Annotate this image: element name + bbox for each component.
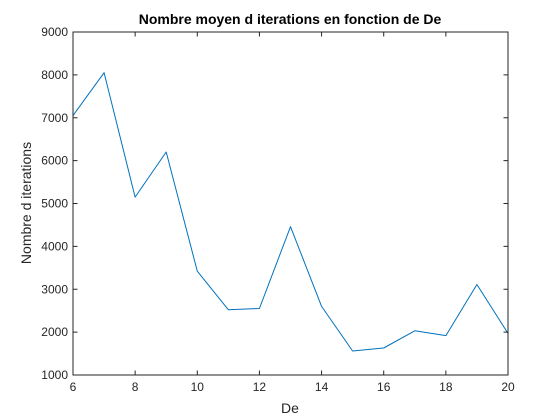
x-tick-label: 14 bbox=[315, 380, 329, 394]
y-axis-label: Nombre d iterations bbox=[18, 142, 34, 264]
y-tick-label: 6000 bbox=[41, 154, 68, 168]
x-axis-ticks: 6 8 10 12 14 16 18 20 bbox=[70, 32, 515, 394]
y-tick-label: 4000 bbox=[41, 239, 68, 253]
chart-title: Nombre moyen d iterations en fonction de… bbox=[139, 11, 442, 27]
y-tick-label: 1000 bbox=[41, 368, 68, 382]
series-line bbox=[72, 72, 509, 352]
x-tick-label: 12 bbox=[253, 380, 267, 394]
plot-background bbox=[73, 32, 508, 375]
x-tick-label: 10 bbox=[191, 380, 205, 394]
y-tick-label: 9000 bbox=[41, 25, 68, 39]
x-tick-label: 20 bbox=[501, 380, 515, 394]
y-tick-label: 2000 bbox=[41, 325, 68, 339]
series-layer bbox=[72, 72, 509, 352]
y-tick-label: 5000 bbox=[41, 197, 68, 211]
x-tick-label: 8 bbox=[132, 380, 139, 394]
y-tick-label: 3000 bbox=[41, 282, 68, 296]
x-axis-label: De bbox=[281, 400, 299, 416]
y-tick-label: 8000 bbox=[41, 68, 68, 82]
y-axis-ticks: 1000 2000 3000 4000 5000 6000 7000 8000 9000 bbox=[41, 25, 508, 382]
x-tick-label: 16 bbox=[377, 380, 391, 394]
x-tick-label: 6 bbox=[70, 380, 77, 394]
x-tick-label: 18 bbox=[439, 380, 453, 394]
y-tick-label: 7000 bbox=[41, 111, 68, 125]
